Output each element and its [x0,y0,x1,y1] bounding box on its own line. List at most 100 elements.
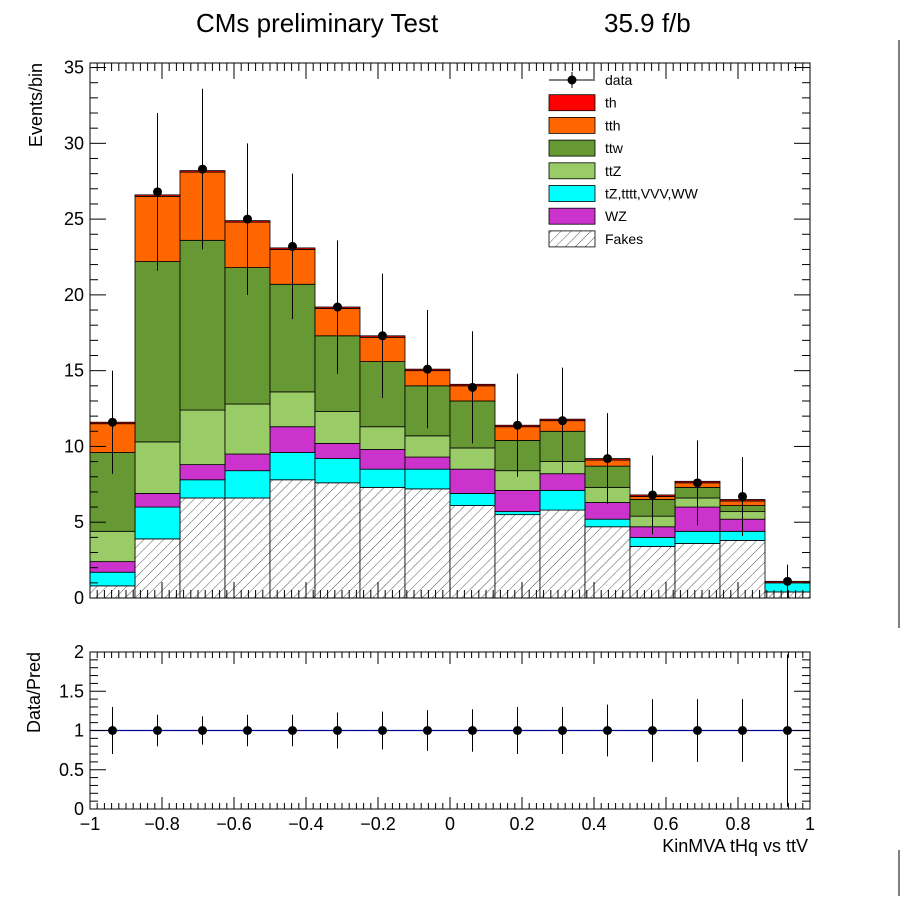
ratio-point [468,726,477,735]
stacked-histogram [89,170,811,599]
ratio-point [333,726,342,735]
x-tick-label: −0.4 [288,814,324,834]
y-tick-label: 10 [64,436,84,456]
ratio-point [243,726,252,735]
stack-bar [314,411,361,444]
y-axis-title: Events/bin [26,63,46,147]
y-tick-label: 5 [74,512,84,532]
stack-bar [134,261,181,443]
data-point [783,576,792,586]
stack-bar [179,239,226,411]
y-tick-label: 30 [64,133,84,153]
y-tick-label: 20 [64,285,84,305]
x-tick-label: 0.4 [581,814,606,834]
ratio-plot-pad: 0 0.5 1 1.5 2 −1 −0.8 −0.6 −0.4 −0.2 0 0.2 0.4 0.6 0.… [24,642,815,856]
stack-bar [674,543,721,599]
legend-swatch [548,117,596,134]
stack-bar [359,426,406,450]
stack-bar [674,530,721,544]
data-point [423,364,432,374]
stack-bar [224,470,271,499]
ratio-y-tick-label: 1 [74,721,84,741]
ratio-point [648,726,657,735]
legend-marker [567,75,577,85]
stack-bar [539,509,586,599]
ratio-point [288,726,297,735]
legend-swatch [548,139,596,157]
stack-bar [179,409,226,466]
stack-bar [89,561,136,573]
data-points [108,88,792,598]
ratio-y-tick-label: 2 [74,642,84,662]
x-tick-label: −1 [80,814,101,834]
y-tick-label: 35 [64,58,84,78]
data-point [693,478,702,488]
stack-bar [179,464,226,481]
stack-bar [584,526,631,599]
x-axis: −1 −0.8 −0.6 −0.4 −0.2 0 0.2 0.4 0.6 0.8 1 [80,652,815,834]
legend-label: Fakes [605,231,643,247]
ratio-point [693,726,702,735]
y-tick-label: 25 [64,209,84,229]
legend-label: ttw [605,140,624,156]
stack-bar [359,486,406,599]
legend-swatch [548,162,596,180]
ratio-y-axis: 0 0.5 1 1.5 2 [59,642,810,819]
stack-bar [584,518,631,528]
x-tick-label: 0.6 [653,814,678,834]
luminosity-label: 35.9 f/b [604,8,691,38]
stack-layer-3 [89,391,766,563]
stack-bar [404,468,451,490]
stack-bar [179,479,226,499]
stack-bar [134,506,181,540]
legend-label: tZ,tttt,VVV,WW [605,186,699,202]
data-point [603,454,612,464]
legend-label: tth [605,117,621,133]
data-point [378,331,387,341]
x-tick-label: 0.8 [725,814,750,834]
legend-label: th [605,95,617,111]
stack-bar [539,489,586,511]
data-point [648,490,657,500]
stack-bar [89,571,136,587]
data-point [558,416,567,426]
ratio-y-tick-label: 0 [74,799,84,819]
x-tick-label: 0 [445,814,455,834]
stack-bar [539,473,586,491]
stack-bar [449,447,496,470]
legend-swatch [548,94,596,112]
stack-bar [134,441,181,494]
main-x-axis-ticks [89,63,811,598]
stack-bar [269,391,316,428]
stack-layer-0 [89,479,811,599]
stack-bar [449,505,496,599]
stack-bar [359,468,406,488]
stack-bar [314,482,361,599]
main-plot-pad: 0 5 10 15 20 25 30 35 Events/bin [26,58,811,608]
stack-bar [314,443,361,459]
chart-title: CMs preliminary Test [196,8,439,38]
y-tick-label: 15 [64,361,84,381]
data-point [198,164,207,174]
x-axis-title: KinMVA tHq vs ttV [662,836,808,856]
stack-bar [404,456,451,470]
stack-bar [89,530,136,563]
ratio-point [423,726,432,735]
stack-bar [269,426,316,453]
stack-bar [584,502,631,520]
stack-bar [449,493,496,506]
stack-bar [494,514,541,599]
ratio-y-axis-title: Data/Pred [24,652,44,733]
stack-bar [494,489,541,513]
legend-swatch [548,230,596,248]
stack-bar [404,435,451,458]
x-tick-label: −0.2 [360,814,396,834]
stack-bar [269,452,316,481]
stack-bar [449,468,496,494]
ratio-point [108,726,117,735]
stack-bar [359,449,406,470]
data-point [738,491,747,501]
stack-bar [494,511,541,516]
ratio-point [153,726,162,735]
